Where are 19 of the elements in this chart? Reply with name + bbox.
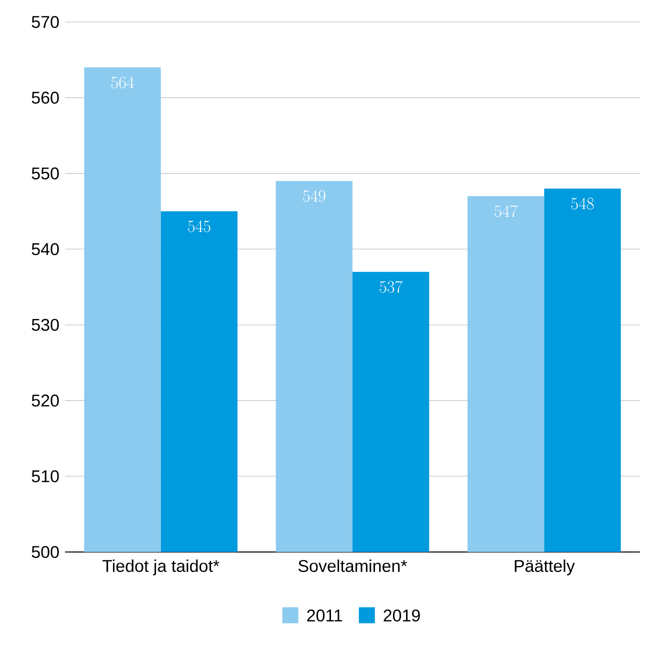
y-tick-label: 570 (32, 16, 59, 28)
y-tick-label: 500 (32, 546, 59, 558)
legend-label: 2011 (307, 610, 342, 622)
y-tick-label: 560 (32, 92, 59, 104)
data-label: 564 (111, 76, 134, 88)
x-tick-label: Päättely (514, 560, 575, 576)
data-label: 549 (303, 190, 326, 202)
x-tick-label: Soveltaminen* (298, 560, 408, 572)
data-label: 537 (380, 280, 403, 293)
data-label: 547 (494, 205, 518, 218)
data-label: 548 (571, 198, 594, 210)
y-tick-label: 550 (32, 167, 59, 180)
y-tick-label: 520 (32, 394, 59, 407)
y-tick-label: 530 (32, 318, 59, 331)
data-label: 545 (188, 220, 210, 232)
x-tick-label: Tiedot ja taidot* (102, 560, 220, 576)
y-tick-label: 510 (32, 470, 59, 482)
legend-label: 2019 (384, 610, 420, 622)
y-tick-label: 540 (32, 243, 59, 256)
